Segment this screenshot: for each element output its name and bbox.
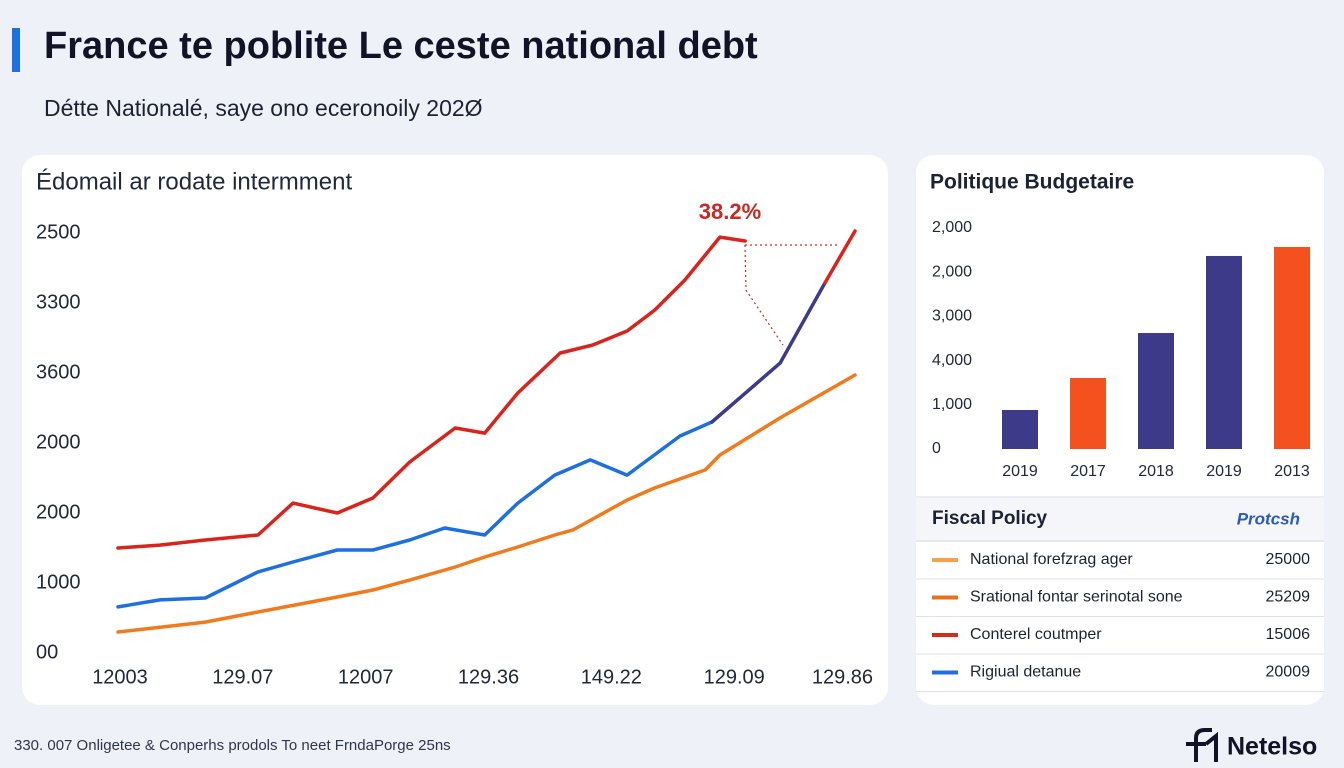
annotation: 38.2% xyxy=(699,199,761,224)
x-tick-label: 2013 xyxy=(1274,463,1310,480)
x-tick-label: 2018 xyxy=(1138,463,1174,480)
series-line xyxy=(116,229,857,550)
side-card xyxy=(916,155,1324,705)
row-label: Conterel coutmper xyxy=(970,626,1102,643)
logo-icon xyxy=(1186,728,1218,762)
y-tick-label: 3,000 xyxy=(932,308,972,325)
y-tick-label: 3300 xyxy=(36,291,81,313)
row-value: 20009 xyxy=(1266,664,1311,681)
logo: Netelso xyxy=(1186,728,1317,762)
row-label: Rigiual detanue xyxy=(970,664,1081,681)
bar xyxy=(1002,410,1038,449)
x-tick-label: 129.07 xyxy=(212,666,273,688)
x-tick-label: 149.22 xyxy=(581,666,642,688)
row-value: 15006 xyxy=(1266,626,1311,643)
y-tick-label: 2,000 xyxy=(932,263,972,280)
row-value: 25000 xyxy=(1266,551,1311,568)
page-title: France te poblite Le ceste national debt xyxy=(44,25,758,67)
x-tick-label: 2019 xyxy=(1206,463,1242,480)
annotation-leader xyxy=(744,244,784,346)
bar-chart: Politique Budgetaire 0 1,000 4,000 3,000 2,0… xyxy=(930,171,1310,480)
y-tick-label: 1000 xyxy=(36,571,81,593)
table-header-bg xyxy=(916,498,1324,542)
y-tick-label: 2,000 xyxy=(932,219,972,236)
bar-chart-title: Politique Budgetaire xyxy=(930,171,1134,194)
x-tick-label: 2019 xyxy=(1002,463,1038,480)
line-chart-title: Édomail ar rodate intermment xyxy=(36,168,352,195)
table-title: Fiscal Policy xyxy=(932,508,1048,529)
page-subtitle: Détte Nationalé, saye ono eceronoily 202… xyxy=(44,95,483,121)
bar xyxy=(1206,255,1242,449)
row-value: 25209 xyxy=(1266,589,1311,606)
line-chart: Édomail ar rodate intermment 38.2% 00 100… xyxy=(36,168,873,688)
x-tick-label: 129.09 xyxy=(704,666,765,688)
x-tick-label: 12007 xyxy=(338,666,394,688)
x-tick-label: 2017 xyxy=(1070,463,1106,480)
x-tick-label: 12003 xyxy=(92,666,148,688)
bar xyxy=(1274,247,1310,449)
y-tick-label: 1,000 xyxy=(932,396,972,413)
bar xyxy=(1138,333,1174,449)
series-line xyxy=(116,420,714,609)
y-tick-label: 4,000 xyxy=(932,352,972,369)
y-tick-label: 2000 xyxy=(36,501,81,523)
y-tick-label: 2500 xyxy=(36,221,81,243)
series-line xyxy=(116,373,857,634)
row-label: National forefzrag ager xyxy=(970,551,1133,568)
series-line xyxy=(710,281,827,424)
y-tick-label: 0 xyxy=(932,440,941,457)
bar xyxy=(1070,378,1106,449)
y-tick-label: 2000 xyxy=(36,431,81,453)
x-tick-label: 129.86 xyxy=(812,666,873,688)
policy-table: Fiscal Policy Protcsh National forefzrag… xyxy=(916,496,1324,692)
row-label: Srational fontar serinotal sone xyxy=(970,589,1183,606)
x-tick-label: 129.36 xyxy=(458,666,519,688)
table-brand: Protcsh xyxy=(1237,509,1300,528)
y-tick-label: 3600 xyxy=(36,361,81,383)
footer-note: 330. 007 Onligetee & Conperhs prodols To… xyxy=(14,737,451,754)
y-tick-label: 00 xyxy=(36,641,58,663)
logo-text: Netelso xyxy=(1227,733,1317,761)
title-accent xyxy=(12,28,20,72)
